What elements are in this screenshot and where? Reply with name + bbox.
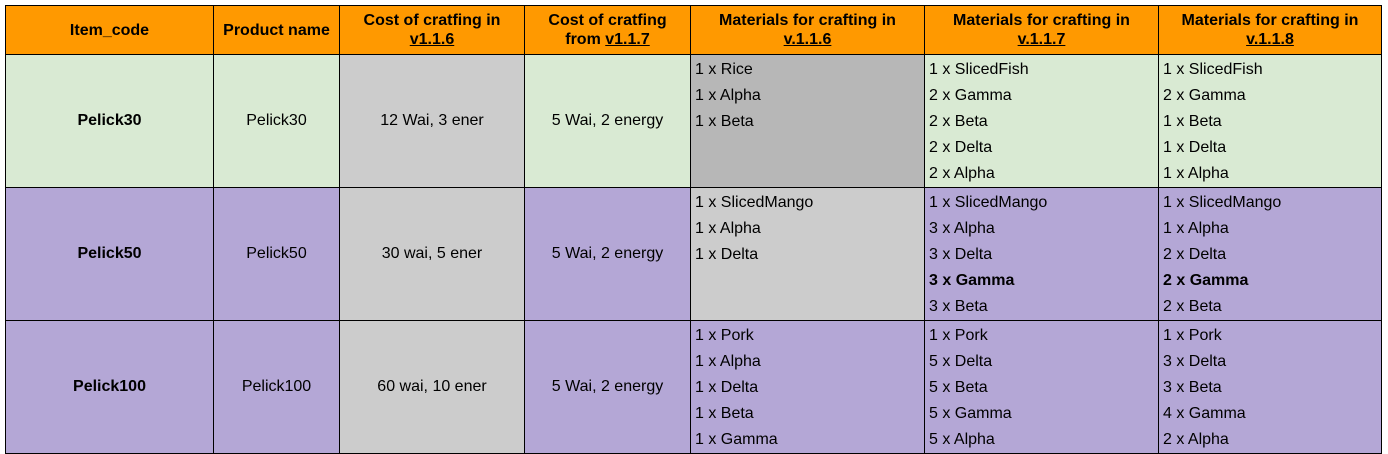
materials-v116-cell: 1 x Pork 1 x Alpha 1 x Delta 1 x Beta 1 … <box>690 320 925 454</box>
materials-v116-cell: 1 x SlicedMango 1 x Alpha 1 x Delta <box>690 187 925 321</box>
material-item: 2 x Delta <box>929 139 993 156</box>
header-materials-v116-line1: Materials for crafting in <box>719 12 896 29</box>
header-cost-v116-version: v1.1.6 <box>409 31 455 48</box>
material-item: 1 x Alpha <box>695 353 761 370</box>
material-item: 5 x Gamma <box>929 405 1012 422</box>
material-item: 1 x Delta <box>695 246 759 263</box>
product-name-cell: Pelick50 <box>213 187 340 321</box>
materials-v116-cell: 1 x Rice 1 x Alpha 1 x Beta <box>690 54 925 188</box>
table-row: Pelick30 Pelick30 12 Wai, 3 ener 5 Wai, … <box>5 54 1382 188</box>
header-materials-v117: Materials for crafting in v.1.1.7 <box>924 5 1159 55</box>
material-item: 1 x Gamma <box>695 431 778 448</box>
product-name-cell: Pelick100 <box>213 320 340 454</box>
material-item: 1 x Alpha <box>695 87 761 104</box>
materials-v118-cell: 1 x SlicedFish 2 x Gamma 1 x Beta 1 x De… <box>1158 54 1382 188</box>
material-item-highlight: 2 x Gamma <box>1163 272 1249 289</box>
header-cost-v117-prefix: from <box>565 31 606 48</box>
material-item: 1 x Alpha <box>695 220 761 237</box>
material-item: 2 x Delta <box>1163 246 1227 263</box>
material-item: 1 x SlicedFish <box>1163 61 1263 78</box>
material-item: 1 x Delta <box>695 379 759 396</box>
material-item: 1 x SlicedMango <box>695 194 814 211</box>
material-item: 3 x Delta <box>929 246 993 263</box>
material-item: 2 x Alpha <box>1163 431 1229 448</box>
material-item: 1 x SlicedFish <box>929 61 1029 78</box>
cost-v117-cell: 5 Wai, 2 energy <box>524 54 691 188</box>
material-item: 2 x Gamma <box>929 87 1012 104</box>
header-cost-v117-version: v1.1.7 <box>605 31 650 48</box>
material-item: 1 x Delta <box>1163 139 1227 156</box>
table-body: Pelick30 Pelick30 12 Wai, 3 ener 5 Wai, … <box>5 54 1382 454</box>
material-item: 4 x Gamma <box>1163 405 1246 422</box>
materials-v117-cell: 1 x SlicedMango 3 x Alpha 3 x Delta 3 x … <box>924 187 1159 321</box>
header-materials-v118-version: v.1.1.8 <box>1246 31 1294 48</box>
cost-v117-cell: 5 Wai, 2 energy <box>524 187 691 321</box>
item-code-cell: Pelick50 <box>5 187 214 321</box>
material-item: 1 x Beta <box>695 113 754 130</box>
material-item: 5 x Delta <box>929 353 993 370</box>
header-cost-v117-line1: Cost of cratfing <box>548 12 667 29</box>
header-cost-v117: Cost of cratfing from v1.1.7 <box>524 5 691 55</box>
material-item: 1 x SlicedMango <box>929 194 1048 211</box>
header-materials-v118-line1: Materials for crafting in <box>1181 12 1359 29</box>
cost-v116-cell: 60 wai, 10 ener <box>339 320 525 454</box>
material-item: 1 x Pork <box>929 327 988 344</box>
product-name-cell: Pelick30 <box>213 54 340 188</box>
table-row: Pelick100 Pelick100 60 wai, 10 ener 5 Wa… <box>5 320 1382 454</box>
material-item: 1 x Pork <box>695 327 754 344</box>
header-materials-v118: Materials for crafting in v.1.1.8 <box>1158 5 1382 55</box>
materials-v118-cell: 1 x Pork 3 x Delta 3 x Beta 4 x Gamma 2 … <box>1158 320 1382 454</box>
header-product-name: Product name <box>213 5 340 55</box>
material-item: 2 x Beta <box>929 113 988 130</box>
material-item: 1 x Alpha <box>1163 220 1229 237</box>
material-item: 5 x Beta <box>929 379 988 396</box>
material-item: 3 x Beta <box>929 298 988 315</box>
header-cost-v116: Cost of cratfing in v1.1.6 <box>339 5 525 55</box>
material-item: 1 x Pork <box>1163 327 1222 344</box>
material-item: 2 x Beta <box>1163 298 1222 315</box>
header-materials-v116: Materials for crafting in v.1.1.6 <box>690 5 925 55</box>
material-item-highlight: 3 x Gamma <box>929 272 1015 289</box>
cost-v116-cell: 12 Wai, 3 ener <box>339 54 525 188</box>
material-item: 1 x Beta <box>695 405 754 422</box>
crafting-table: Item_code Product name Cost of cratfing … <box>5 5 1382 454</box>
header-item-code-label: Item_code <box>69 21 150 39</box>
materials-v117-cell: 1 x Pork 5 x Delta 5 x Beta 5 x Gamma 5 … <box>924 320 1159 454</box>
material-item: 3 x Alpha <box>929 220 995 237</box>
material-item: 2 x Alpha <box>929 165 995 182</box>
header-materials-v117-line1: Materials for crafting in <box>953 12 1130 29</box>
material-item: 1 x Beta <box>1163 113 1222 130</box>
header-materials-v116-version: v.1.1.6 <box>783 31 832 48</box>
materials-v118-cell: 1 x SlicedMango 1 x Alpha 2 x Delta 2 x … <box>1158 187 1382 321</box>
item-code-cell: Pelick30 <box>5 54 214 188</box>
table-header: Item_code Product name Cost of cratfing … <box>5 5 1382 55</box>
table-row: Pelick50 Pelick50 30 wai, 5 ener 5 Wai, … <box>5 187 1382 321</box>
cost-v116-cell: 30 wai, 5 ener <box>339 187 525 321</box>
header-materials-v117-version: v.1.1.7 <box>1017 31 1066 48</box>
materials-v117-cell: 1 x SlicedFish 2 x Gamma 2 x Beta 2 x De… <box>924 54 1159 188</box>
header-cost-v116-line1: Cost of cratfing in <box>363 12 501 29</box>
material-item: 2 x Gamma <box>1163 87 1246 104</box>
material-item: 5 x Alpha <box>929 431 995 448</box>
material-item: 1 x Alpha <box>1163 165 1229 182</box>
material-item: 1 x SlicedMango <box>1163 194 1282 211</box>
material-item: 3 x Delta <box>1163 353 1227 370</box>
header-row: Item_code Product name Cost of cratfing … <box>5 5 1382 55</box>
material-item: 3 x Beta <box>1163 379 1222 396</box>
header-item-code: Item_code <box>5 5 214 55</box>
item-code-cell: Pelick100 <box>5 320 214 454</box>
material-item: 1 x Rice <box>695 61 753 78</box>
header-product-name-label: Product name <box>223 21 330 39</box>
cost-v117-cell: 5 Wai, 2 energy <box>524 320 691 454</box>
